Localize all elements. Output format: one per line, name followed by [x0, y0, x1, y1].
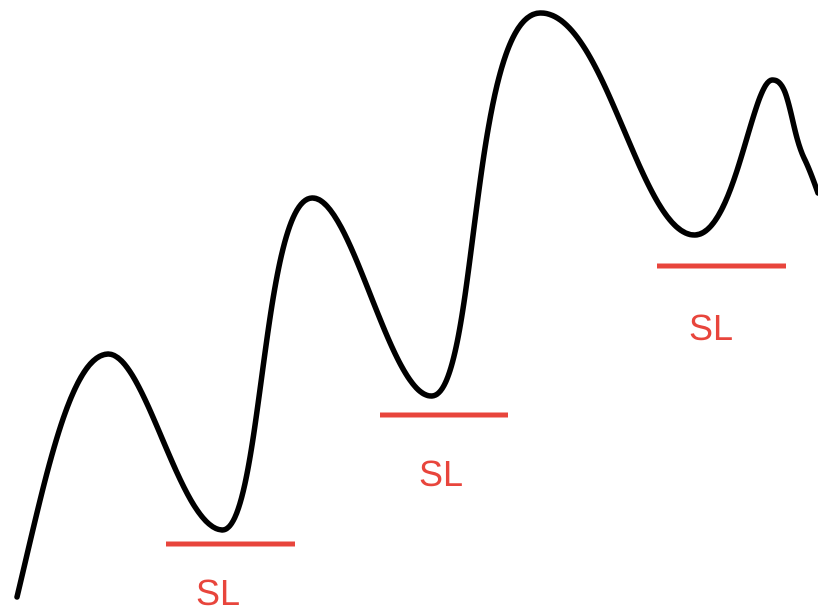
price-path-line	[14, 10, 818, 600]
stop-loss-label-3: SL	[689, 307, 733, 348]
stop-loss-label-2: SL	[419, 453, 463, 494]
stop-loss-label-1: SL	[196, 572, 240, 609]
